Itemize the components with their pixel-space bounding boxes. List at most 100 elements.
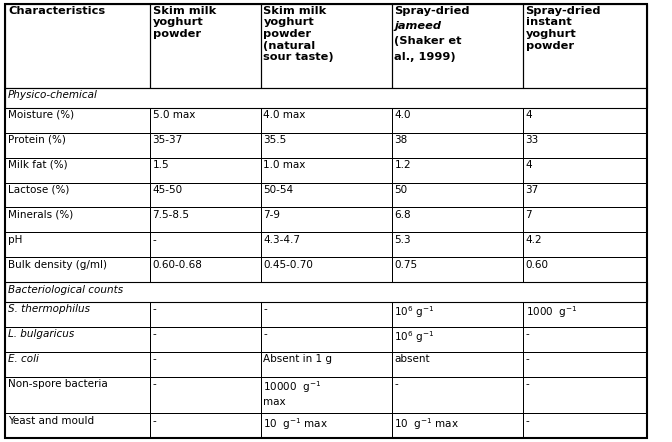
Text: Bacteriological counts: Bacteriological counts xyxy=(8,285,123,295)
Bar xyxy=(523,232,647,257)
Text: 37: 37 xyxy=(526,185,539,195)
Bar xyxy=(392,327,523,352)
Bar xyxy=(150,327,261,352)
Bar xyxy=(261,107,392,133)
Bar xyxy=(392,4,523,88)
Bar xyxy=(150,352,261,377)
Text: Spray-dried: Spray-dried xyxy=(394,6,470,16)
Text: 5.3: 5.3 xyxy=(394,235,411,245)
Text: Bulk density (g/ml): Bulk density (g/ml) xyxy=(8,259,107,270)
Bar xyxy=(5,352,150,377)
Text: -: - xyxy=(153,235,157,245)
Text: 1.5: 1.5 xyxy=(153,160,169,170)
Bar xyxy=(150,232,261,257)
Text: 4.2: 4.2 xyxy=(526,235,542,245)
Text: 5.0 max: 5.0 max xyxy=(153,110,195,120)
Text: al., 1999): al., 1999) xyxy=(394,52,456,62)
Text: 35.5: 35.5 xyxy=(263,135,287,145)
Bar xyxy=(523,207,647,232)
Text: (Shaker et: (Shaker et xyxy=(394,36,462,46)
Bar xyxy=(150,377,261,414)
Bar xyxy=(5,414,150,438)
Text: 10$^6$ g$^{-1}$: 10$^6$ g$^{-1}$ xyxy=(394,329,435,345)
Bar xyxy=(392,414,523,438)
Bar xyxy=(5,183,150,207)
Bar xyxy=(523,133,647,157)
Bar xyxy=(150,257,261,282)
Bar xyxy=(261,133,392,157)
Bar xyxy=(5,88,647,107)
Bar xyxy=(523,302,647,327)
Text: S. thermophilus: S. thermophilus xyxy=(8,305,90,314)
Bar xyxy=(392,302,523,327)
Bar xyxy=(5,377,150,414)
Text: -: - xyxy=(526,416,530,426)
Bar xyxy=(261,232,392,257)
Bar xyxy=(261,257,392,282)
Bar xyxy=(523,377,647,414)
Bar xyxy=(150,157,261,183)
Bar xyxy=(5,232,150,257)
Text: 4.0: 4.0 xyxy=(394,110,411,120)
Text: -: - xyxy=(394,379,398,389)
Bar xyxy=(523,327,647,352)
Text: 35-37: 35-37 xyxy=(153,135,183,145)
Text: 1.0 max: 1.0 max xyxy=(263,160,306,170)
Bar xyxy=(261,352,392,377)
Bar xyxy=(261,327,392,352)
Text: 10$^6$ g$^{-1}$: 10$^6$ g$^{-1}$ xyxy=(394,305,435,320)
Text: absent: absent xyxy=(394,354,430,364)
Bar xyxy=(150,414,261,438)
Bar xyxy=(523,414,647,438)
Text: Minerals (%): Minerals (%) xyxy=(8,210,73,220)
Text: 10000  g$^{-1}$
max: 10000 g$^{-1}$ max xyxy=(263,379,322,407)
Text: Spray-dried
instant
yoghurt
powder: Spray-dried instant yoghurt powder xyxy=(526,6,601,50)
Text: 7-9: 7-9 xyxy=(263,210,280,220)
Text: 7: 7 xyxy=(526,210,532,220)
Bar xyxy=(150,133,261,157)
Text: 10  g$^{-1}$ max: 10 g$^{-1}$ max xyxy=(263,416,329,431)
Bar xyxy=(5,282,647,302)
Text: Absent in 1 g: Absent in 1 g xyxy=(263,354,333,364)
Text: -: - xyxy=(263,329,267,339)
Bar xyxy=(392,232,523,257)
Bar xyxy=(392,207,523,232)
Text: 1000  g$^{-1}$: 1000 g$^{-1}$ xyxy=(526,305,577,320)
Bar xyxy=(5,327,150,352)
Bar xyxy=(523,107,647,133)
Text: -: - xyxy=(153,354,157,364)
Bar xyxy=(5,257,150,282)
Text: 7.5-8.5: 7.5-8.5 xyxy=(153,210,190,220)
Text: jameed: jameed xyxy=(394,21,442,31)
Bar xyxy=(5,4,150,88)
Bar xyxy=(392,107,523,133)
Bar xyxy=(5,157,150,183)
Text: 10  g$^{-1}$ max: 10 g$^{-1}$ max xyxy=(394,416,460,431)
Bar xyxy=(5,107,150,133)
Bar xyxy=(523,352,647,377)
Text: Protein (%): Protein (%) xyxy=(8,135,66,145)
Bar xyxy=(261,4,392,88)
Text: 4.0 max: 4.0 max xyxy=(263,110,306,120)
Bar xyxy=(392,257,523,282)
Bar xyxy=(523,257,647,282)
Bar xyxy=(392,157,523,183)
Bar xyxy=(150,207,261,232)
Text: 45-50: 45-50 xyxy=(153,185,183,195)
Text: -: - xyxy=(526,329,530,339)
Text: -: - xyxy=(153,329,157,339)
Text: Characteristics: Characteristics xyxy=(8,6,106,16)
Text: Non-spore bacteria: Non-spore bacteria xyxy=(8,379,108,389)
Text: -: - xyxy=(153,379,157,389)
Bar xyxy=(392,377,523,414)
Text: 1.2: 1.2 xyxy=(394,160,411,170)
Text: 50: 50 xyxy=(394,185,408,195)
Text: E. coli: E. coli xyxy=(8,354,39,364)
Bar xyxy=(392,133,523,157)
Text: 33: 33 xyxy=(526,135,539,145)
Text: 0.60: 0.60 xyxy=(526,259,548,270)
Bar xyxy=(261,302,392,327)
Bar xyxy=(392,183,523,207)
Bar xyxy=(523,157,647,183)
Text: 4.3-4.7: 4.3-4.7 xyxy=(263,235,300,245)
